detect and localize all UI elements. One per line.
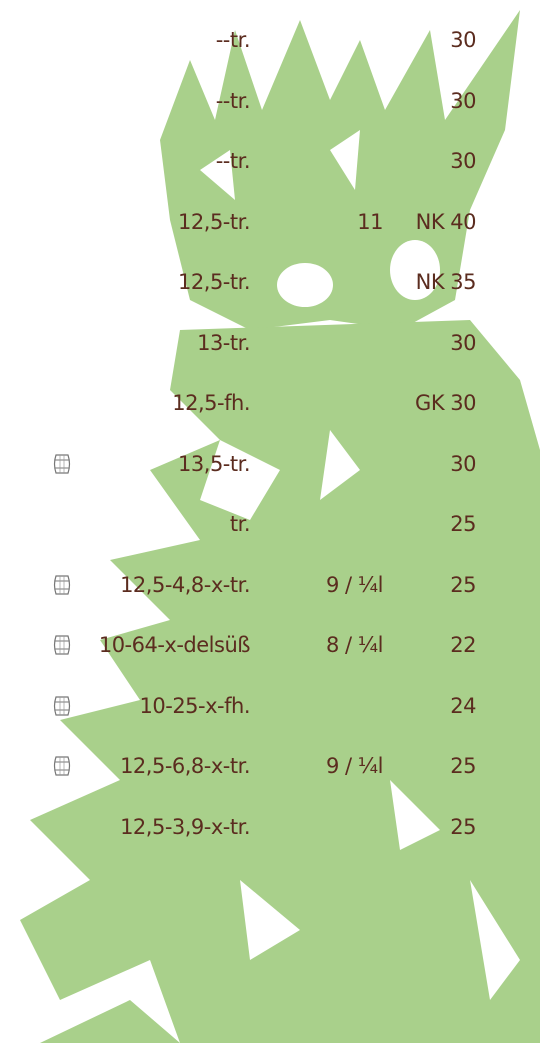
glass-price: 9 / ¼l	[326, 570, 383, 600]
wine-name: 12,5-6,8-x-tr.	[120, 751, 250, 781]
barrel-icon	[53, 574, 71, 596]
wine-name: 12,5-fh.	[172, 388, 250, 418]
bottle-price: 30	[450, 146, 476, 176]
wine-name: tr.	[230, 509, 250, 539]
wine-name: 10-64-x-delsüß	[99, 630, 250, 660]
bottle-price: GK 30	[415, 388, 476, 418]
bottle-price: 22	[450, 630, 476, 660]
wine-name: 13,5-tr.	[178, 449, 250, 479]
bottle-price: NK 35	[416, 267, 476, 297]
bottle-price: 25	[450, 751, 476, 781]
bottle-price: NK 40	[416, 207, 476, 237]
bottle-price: 30	[450, 25, 476, 55]
barrel-icon	[53, 453, 71, 475]
glass-price: 9 / ¼l	[326, 751, 383, 781]
wine-name: 12,5-tr.	[178, 267, 250, 297]
bottle-price: 30	[450, 328, 476, 358]
bottle-price: 24	[450, 691, 476, 721]
wine-name: 12,5-tr.	[178, 207, 250, 237]
glass-price: 8 / ¼l	[326, 630, 383, 660]
wine-name: 13-tr.	[197, 328, 250, 358]
glass-price: 11	[357, 207, 383, 237]
bottle-price: 25	[450, 570, 476, 600]
wine-name: 12,5-3,9-x-tr.	[120, 812, 250, 842]
bottle-price: 30	[450, 86, 476, 116]
wine-name: --tr.	[216, 25, 250, 55]
page: --tr. 30 --tr. 30 --tr. 30 12,5-tr. 11 NK 40 12,5…	[0, 0, 540, 1043]
bottle-price: 30	[450, 449, 476, 479]
bottle-price: 25	[450, 509, 476, 539]
wine-name: --tr.	[216, 146, 250, 176]
barrel-icon	[53, 634, 71, 656]
barrel-icon	[53, 695, 71, 717]
wine-name: --tr.	[216, 86, 250, 116]
wine-name: 12,5-4,8-x-tr.	[120, 570, 250, 600]
bottle-price: 25	[450, 812, 476, 842]
wine-name: 10-25-x-fh.	[140, 691, 250, 721]
barrel-icon	[53, 755, 71, 777]
